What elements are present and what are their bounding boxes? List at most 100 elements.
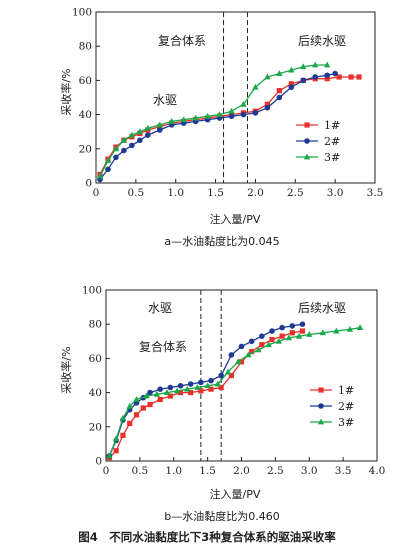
- annotation-b-2: 后续水驱: [298, 301, 346, 315]
- data-point-a-0-24: [356, 74, 362, 80]
- data-point-b-2-5: [143, 392, 150, 399]
- data-point-a-2-15: [252, 83, 259, 90]
- data-point-b-0-21: [299, 328, 306, 334]
- data-point-b-2-17: [265, 341, 272, 348]
- legend-label-a-0: 1#: [324, 119, 340, 132]
- x-tick-label-a-6: 3.0: [327, 187, 344, 199]
- data-point-a-2-7: [156, 121, 163, 128]
- data-point-a-0-21: [324, 76, 330, 82]
- data-point-b-1-8: [167, 384, 174, 391]
- data-point-a-1-18: [288, 84, 295, 91]
- series-line-a-1: [99, 72, 336, 180]
- data-point-a-1-4: [129, 142, 135, 149]
- data-point-a-1-7: [156, 127, 163, 133]
- ylabel-a: 采收率/%: [59, 68, 73, 115]
- plot-frame-a: [95, 11, 376, 184]
- x-tick-label-a-4: 2.0: [247, 187, 264, 199]
- data-point-b-1-17: [259, 333, 265, 339]
- legend-label-b-1: 2#: [338, 400, 354, 413]
- data-point-a-0-23: [348, 74, 354, 80]
- data-point-b-1-21: [299, 321, 306, 328]
- data-point-b-1-11: [198, 379, 204, 386]
- data-point-b-0-1: [113, 448, 119, 454]
- data-point-a-2-13: [228, 107, 235, 114]
- y-tick-label-b-1: 20: [89, 421, 102, 433]
- data-point-b-0-18: [269, 336, 275, 343]
- data-point-a-2-16: [264, 73, 271, 80]
- data-point-b-2-18: [275, 337, 282, 344]
- data-point-b-0-19: [279, 333, 285, 339]
- subtitle-a: a—水油黏度比为0.045: [164, 234, 279, 248]
- y-tick-label-b-3: 60: [89, 353, 102, 365]
- series-line-a-2: [99, 64, 328, 177]
- annotation-a-2: 后续水驱: [298, 34, 346, 48]
- xlabel-a: 注入量/PV: [210, 212, 261, 226]
- data-point-a-1-1: [105, 166, 111, 173]
- data-point-b-2-15: [245, 351, 252, 358]
- data-point-b-0-7: [157, 396, 163, 403]
- data-point-a-1-22: [332, 70, 338, 77]
- x-tick-label-b-1: 0.5: [132, 465, 149, 477]
- data-point-b-0-3: [127, 420, 133, 426]
- y-tick-label-a-3: 60: [79, 75, 92, 87]
- data-point-a-1-13: [228, 113, 235, 120]
- data-point-a-2-9: [180, 116, 187, 123]
- data-point-b-2-21: [306, 331, 313, 337]
- data-point-b-0-12: [208, 386, 214, 392]
- data-point-b-2-11: [204, 382, 211, 389]
- data-point-b-0-11: [198, 388, 204, 394]
- data-point-b-1-10: [187, 381, 194, 387]
- data-point-b-1-13: [218, 372, 224, 379]
- data-point-a-1-14: [240, 111, 247, 118]
- data-point-a-0-22: [336, 74, 342, 80]
- data-point-b-1-7: [157, 386, 163, 392]
- x-tick-label-a-2: 1.0: [167, 187, 184, 199]
- annotation-a-0: 复合体系: [158, 33, 206, 48]
- data-point-a-2-19: [300, 63, 307, 70]
- data-point-b-0-16: [249, 348, 255, 355]
- data-point-a-2-20: [312, 61, 319, 68]
- data-point-a-0-17: [276, 88, 282, 94]
- data-point-a-2-12: [216, 111, 223, 117]
- legend-marker-b-1: [318, 403, 324, 409]
- data-point-a-1-21: [324, 72, 330, 79]
- legend-label-b-0: 1#: [338, 384, 354, 397]
- data-point-b-2-4: [133, 396, 140, 402]
- y-tick-label-b-2: 40: [89, 387, 102, 399]
- data-point-b-2-16: [255, 346, 262, 353]
- data-point-b-1-16: [248, 338, 255, 345]
- x-tick-label-b-6: 3.0: [301, 465, 318, 477]
- data-point-b-2-14: [234, 358, 242, 365]
- xlabel-b: 注入量/PV: [210, 487, 261, 501]
- data-point-b-2-1: [112, 435, 120, 442]
- data-point-b-1-20: [289, 323, 296, 329]
- data-point-a-2-1: [104, 157, 112, 164]
- legend-label-b-2: 3#: [338, 416, 354, 429]
- data-point-a-2-2: [112, 145, 120, 152]
- data-point-a-1-3: [121, 147, 127, 154]
- data-point-b-2-12: [214, 380, 221, 387]
- y-tick-label-a-4: 80: [79, 41, 92, 53]
- data-point-a-2-18: [288, 66, 295, 73]
- data-point-a-2-14: [240, 100, 247, 107]
- data-point-b-0-10: [188, 390, 194, 396]
- data-point-b-1-19: [279, 324, 285, 331]
- data-point-a-2-21: [323, 61, 331, 68]
- data-point-b-0-5: [140, 405, 146, 411]
- data-point-b-2-22: [319, 329, 326, 336]
- x-tick-label-b-0: 0: [103, 465, 110, 477]
- data-point-b-0-4: [133, 412, 140, 418]
- legend-marker-a-1: [304, 138, 310, 144]
- x-tick-label-a-7: 3.5: [367, 187, 384, 199]
- data-point-a-2-10: [192, 114, 199, 121]
- x-tick-label-b-2: 1.0: [165, 465, 182, 477]
- data-point-b-2-3: [126, 402, 133, 409]
- data-point-b-2-0: [106, 452, 113, 459]
- annotation-a-1: 水驱: [153, 93, 177, 107]
- x-tick-label-b-5: 2.5: [267, 465, 284, 477]
- chart-panel-a: 采收率/% 注入量/PV a—水油黏度比为0.045 复合体系 水驱 后续水驱 …: [59, 7, 383, 249]
- x-tick-label-b-8: 4.0: [369, 465, 386, 477]
- data-point-a-1-5: [137, 137, 143, 144]
- annotation-b-1: 复合体系: [139, 339, 187, 354]
- y-tick-label-a-0: 0: [85, 178, 92, 190]
